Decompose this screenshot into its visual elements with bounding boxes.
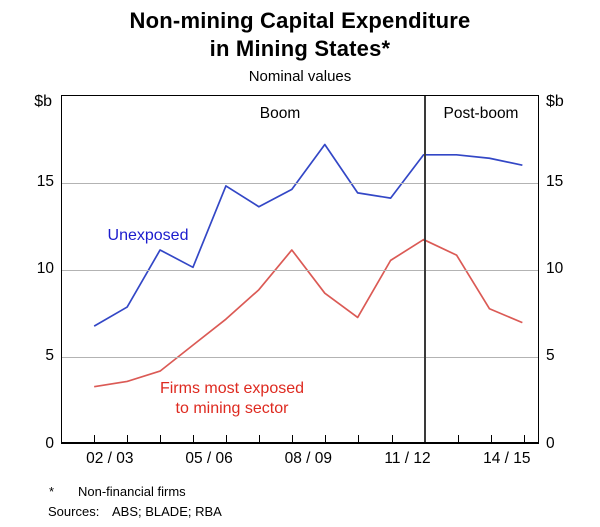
y-axis-label-10: 10 <box>36 260 54 277</box>
y-axis-unit-left: $b <box>34 93 52 110</box>
x-tick <box>126 435 128 442</box>
boom-period-label: Boom <box>259 105 301 122</box>
x-axis-labels: 02 / 03 05 / 06 08 / 09 11 / 12 14 / 15 <box>61 450 539 472</box>
footnote-symbol: * <box>49 484 55 499</box>
x-axis-label-05-06: 05 / 06 <box>185 450 233 467</box>
x-tick <box>325 435 327 442</box>
chart-title-line1: Non-mining Capital Expenditure <box>129 8 471 33</box>
series-label-unexposed: Unexposed <box>107 227 189 244</box>
gridline-10 <box>62 270 538 271</box>
x-axis-label-14-15: 14 / 15 <box>483 450 531 467</box>
y-axis-labels-right: 0 5 10 15 <box>546 95 586 452</box>
gridline-5 <box>62 357 538 359</box>
post-boom-period-label: Post-boom <box>443 105 519 122</box>
y-axis-labels-left: 0 5 10 15 <box>14 95 54 452</box>
x-axis-label-08-09: 08 / 09 <box>284 450 333 467</box>
series-line-unexposed <box>93 143 523 327</box>
x-tick <box>523 435 525 442</box>
y-axis-label-15: 15 <box>36 172 54 190</box>
y-axis-unit-right: $b <box>546 93 564 110</box>
y-axis-label-5: 5 <box>546 347 555 365</box>
footnote-text: Non-financial firms <box>78 484 186 499</box>
gridline-15 <box>62 182 538 184</box>
y-axis-label-5: 5 <box>45 347 54 365</box>
x-tick <box>292 435 294 442</box>
series-label-exposed-line1: Firms most exposed <box>159 380 305 397</box>
x-tick <box>259 435 261 442</box>
x-tick <box>226 435 228 442</box>
boom-postboom-divider <box>424 96 426 442</box>
y-axis-label-10: 10 <box>546 260 564 277</box>
series-label-exposed-line2: to mining sector <box>175 400 289 417</box>
y-axis-label-0: 0 <box>546 434 555 452</box>
x-tick <box>391 435 393 442</box>
x-tick <box>159 435 161 442</box>
x-tick <box>457 435 459 442</box>
sources-text: ABS; BLADE; RBA <box>112 504 222 519</box>
x-axis-label-11-12: 11 / 12 <box>384 450 431 467</box>
y-axis-label-0: 0 <box>45 434 54 452</box>
chart-subtitle: Nominal values <box>248 68 352 85</box>
x-tick <box>193 435 195 442</box>
x-tick <box>93 435 95 442</box>
series-lines <box>93 143 523 388</box>
x-tick <box>358 435 360 442</box>
sources-label: Sources: <box>48 504 100 519</box>
x-tick <box>490 435 492 442</box>
x-axis-label-02-03: 02 / 03 <box>86 450 134 467</box>
chart-title-line2: in Mining States* <box>209 36 391 61</box>
y-axis-label-15: 15 <box>546 172 564 190</box>
plot-area <box>61 95 539 444</box>
series-line-firms <box>94 238 523 388</box>
